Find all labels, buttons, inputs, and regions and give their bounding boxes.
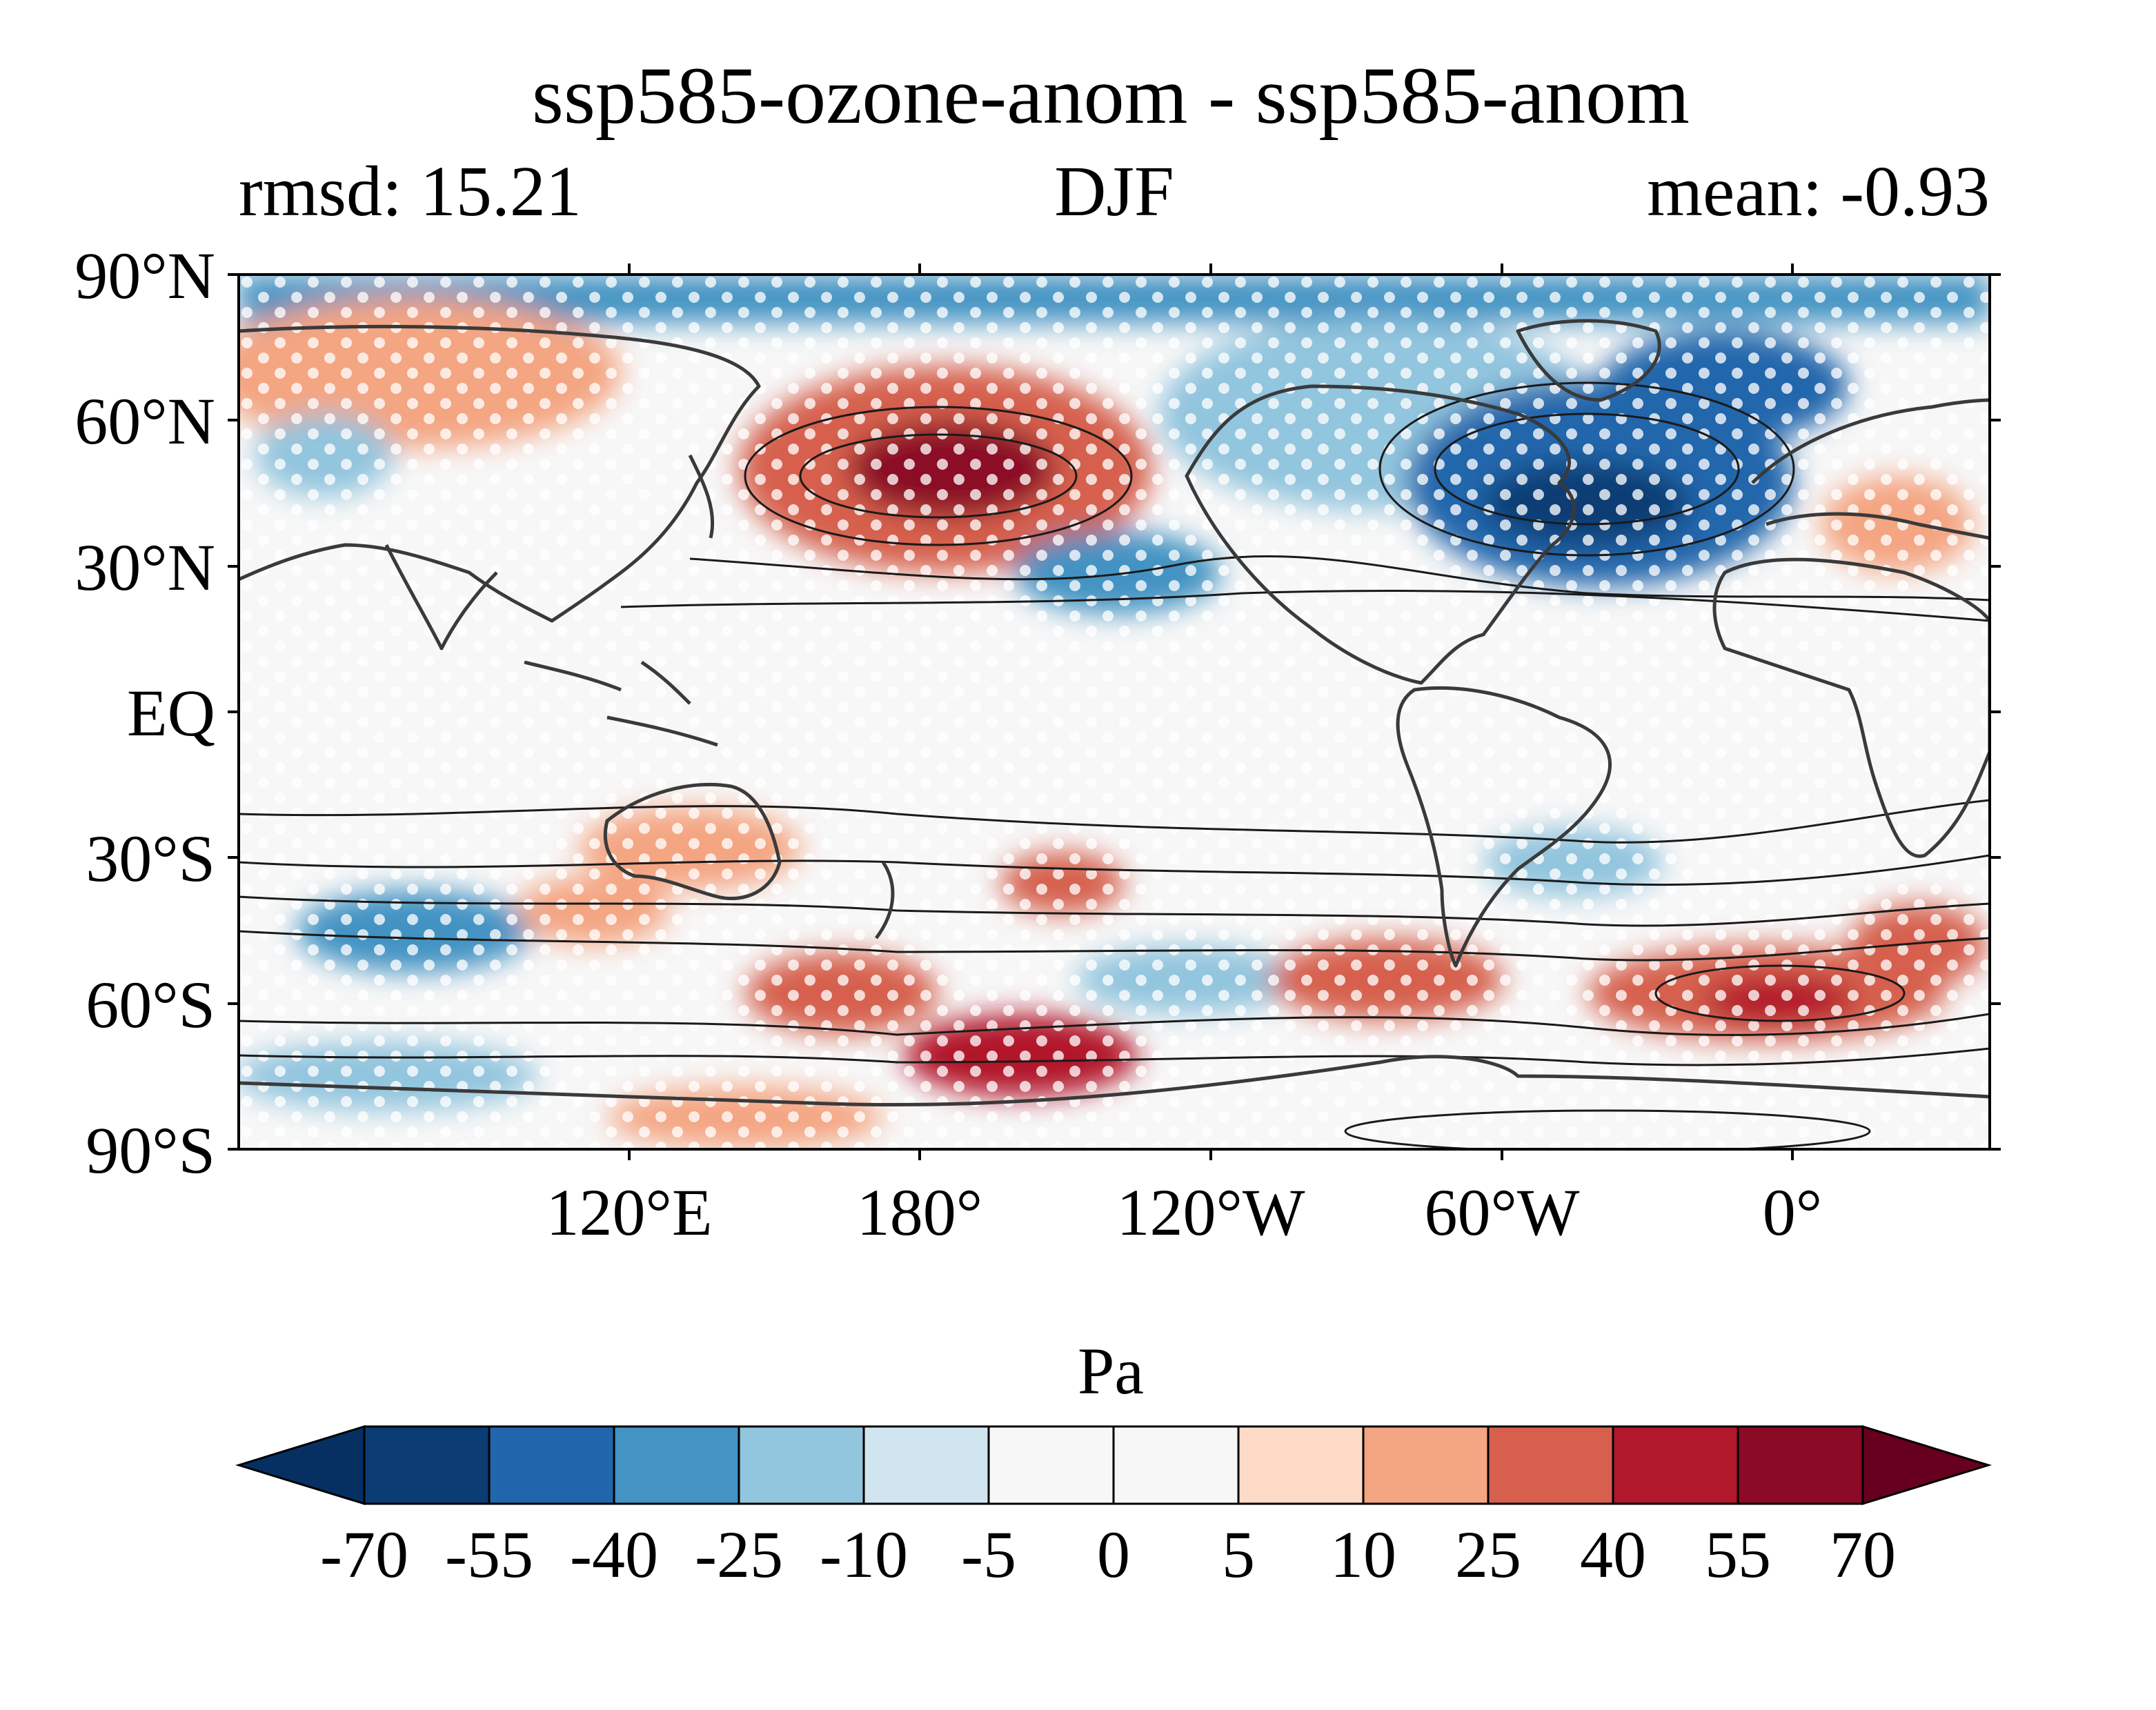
lat-tick-30s: 30°S	[86, 822, 2001, 895]
map-panel: 90°N 60°N 30°N EQ 30°S	[75, 239, 2001, 1249]
lat-label-30n: 30°N	[75, 530, 215, 604]
colorbar: Pa -70 -55 -40 -25 -10 -5 0 5 10 25 40 5…	[235, 1334, 1992, 1591]
sh-contour-4	[239, 930, 1990, 962]
colorbar-seg-8	[1237, 1425, 1365, 1505]
south-america-coast	[1396, 686, 1612, 968]
season-label: DJF	[1054, 152, 1174, 231]
colorbar-tick-10: 10	[1330, 1518, 1396, 1591]
colorbar-tick-m40: -40	[570, 1518, 658, 1591]
lat-label-90s: 90°S	[86, 1113, 215, 1187]
figure-title: ssp585-ozone-anom - ssp585-anom	[532, 50, 1690, 141]
coastlines	[239, 319, 1990, 1107]
colorbar-seg-9	[1362, 1425, 1490, 1505]
sh-contour-1	[239, 799, 1990, 844]
lat-label-90n: 90°N	[75, 239, 215, 312]
japan-coast	[688, 454, 715, 539]
lon-tick-60w: 60°W	[1425, 264, 1580, 1249]
colorbar-seg-3	[613, 1425, 740, 1505]
colorbar-tick-m5: -5	[961, 1518, 1016, 1591]
lat-tick-30n: 30°N	[75, 530, 2001, 604]
colorbar-tick-m70: -70	[320, 1518, 408, 1591]
colorbar-tick-0: 0	[1097, 1518, 1130, 1591]
lat-label-30s: 30°S	[86, 822, 215, 895]
maritime-continent-coast	[524, 660, 718, 747]
nh-jet-contour-1	[689, 555, 1990, 602]
colorbar-tick-25: 25	[1455, 1518, 1521, 1591]
lat-label-60n: 60°N	[75, 384, 215, 458]
greenland-coast	[1516, 319, 1661, 402]
rmsd-label: rmsd: 15.21	[239, 152, 582, 231]
lon-label-120e: 120°E	[546, 1175, 712, 1249]
lon-label-0: 0°	[1763, 1175, 1822, 1249]
new-zealand-coast	[874, 861, 895, 939]
colorbar-extend-low	[235, 1424, 366, 1506]
lat-tick-90s: 90°S	[86, 1113, 2001, 1187]
lon-label-120w: 120°W	[1117, 1175, 1305, 1249]
lon-tick-120e: 120°E	[546, 264, 713, 1249]
india-coast	[384, 544, 498, 650]
lon-label-180: 180°	[857, 1175, 982, 1249]
antarctic-contour	[1344, 1109, 1871, 1149]
lon-label-60w: 60°W	[1425, 1175, 1580, 1249]
lat-label-60s: 60°S	[86, 968, 215, 1042]
africa-coast	[1712, 557, 1990, 858]
eurasia-coast	[239, 324, 761, 623]
colorbar-seg-11	[1612, 1425, 1739, 1505]
colorbar-extend-high	[1861, 1424, 1992, 1506]
lat-tick-60n: 60°N	[75, 384, 2001, 458]
europe-coast	[1751, 398, 1990, 540]
colorbar-tick-40: 40	[1580, 1518, 1646, 1591]
north-pacific-contour-1	[799, 433, 1078, 519]
sh-contour-3	[239, 895, 1990, 927]
colorbar-tick-5: 5	[1222, 1518, 1255, 1591]
colorbar-tick-m55: -55	[445, 1518, 533, 1591]
colorbar-seg-1	[363, 1425, 491, 1505]
stippling	[239, 275, 1990, 1149]
colorbar-seg-4	[738, 1425, 865, 1505]
lon-axis: 120°E 180° 120°W 60°W 0°	[546, 264, 1822, 1249]
lat-axis: 90°N 60°N 30°N EQ 30°S	[75, 239, 2001, 1187]
sh-contour-6	[239, 1047, 1990, 1066]
colorbar-seg-12	[1737, 1425, 1864, 1505]
antarctica-coast	[239, 1055, 1990, 1107]
sh-contour-5	[239, 1013, 1990, 1036]
colorbar-tick-m25: -25	[695, 1518, 783, 1591]
colorbar-seg-10	[1487, 1425, 1614, 1505]
sh-contour-2	[239, 854, 1990, 886]
colorbar-tick-m10: -10	[820, 1518, 908, 1591]
lat-label-eq: EQ	[127, 676, 215, 750]
north-atlantic-contour-2	[1378, 381, 1795, 557]
lon-tick-0: 0°	[1763, 264, 1822, 1249]
north-atlantic-contour-1	[1434, 412, 1740, 526]
lat-tick-eq: EQ	[127, 676, 2001, 750]
lat-tick-60s: 60°S	[86, 968, 2001, 1042]
north-pacific-contour-2	[744, 406, 1133, 546]
colorbar-label: Pa	[1078, 1334, 1144, 1408]
australia-coast	[603, 783, 782, 901]
colorbar-seg-5	[862, 1425, 990, 1505]
mean-contours	[239, 381, 1990, 1149]
north-america-coast	[1185, 384, 1576, 685]
lon-tick-120w: 120°W	[1117, 264, 1305, 1249]
colorbar-tick-55: 55	[1705, 1518, 1771, 1591]
colorbar-tick-70: 70	[1830, 1518, 1896, 1591]
lon-tick-180: 180°	[857, 264, 982, 1249]
south-atlantic-contour	[1654, 964, 1906, 1022]
colorbar-seg-6	[987, 1425, 1115, 1505]
mean-label: mean: -0.93	[1647, 152, 1990, 231]
colorbar-seg-7	[1112, 1425, 1240, 1505]
colorbar-seg-2	[488, 1425, 615, 1505]
lat-tick-90n: 90°N	[75, 239, 2001, 312]
nh-jet-contour-2	[620, 589, 1990, 622]
